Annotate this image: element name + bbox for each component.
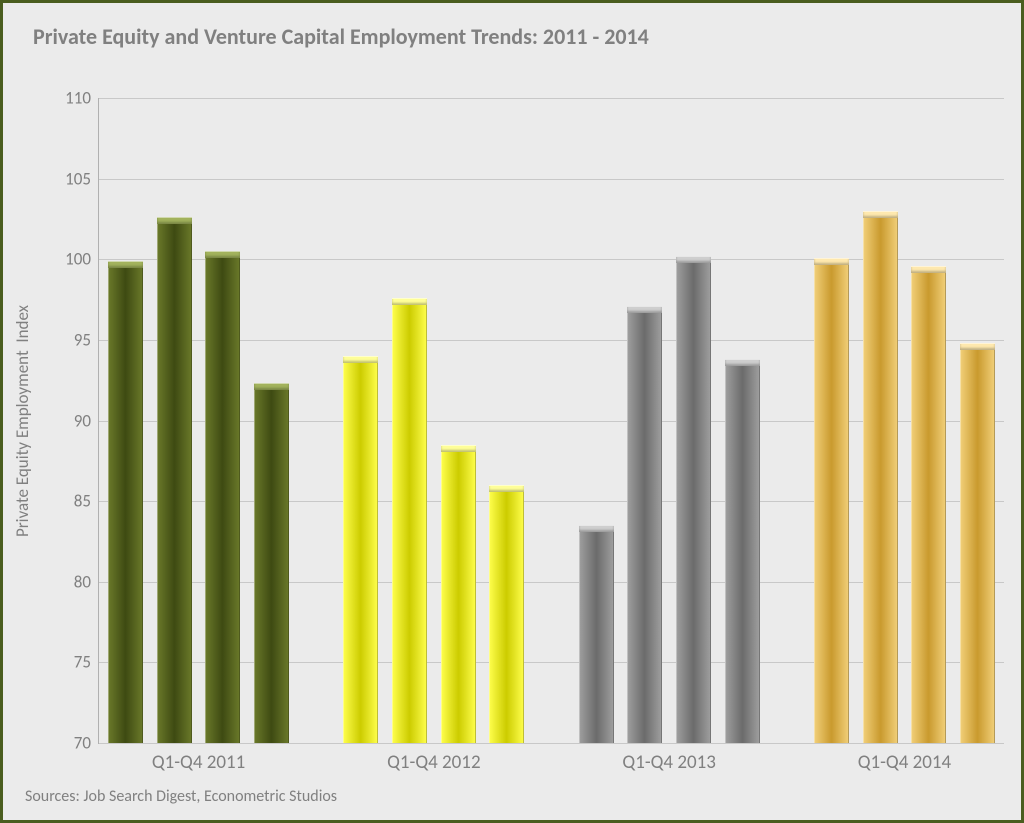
bar xyxy=(814,258,849,743)
y-tick-label: 85 xyxy=(74,491,91,512)
y-tick-label: 95 xyxy=(74,329,91,350)
bar xyxy=(441,445,476,743)
x-group-label: Q1-Q4 2012 xyxy=(387,751,480,774)
bar xyxy=(676,256,711,743)
y-tick-label: 80 xyxy=(74,571,91,592)
y-tick-label: 75 xyxy=(74,652,91,673)
bar xyxy=(205,251,240,743)
gridline xyxy=(99,743,1004,744)
bar xyxy=(489,485,524,743)
plot-area: 707580859095100105110Q1-Q4 2011Q1-Q4 201… xyxy=(98,98,1004,744)
chart-title: Private Equity and Venture Capital Emplo… xyxy=(33,23,649,50)
y-tick-label: 100 xyxy=(65,249,91,270)
bar xyxy=(392,298,427,743)
bar xyxy=(254,383,289,743)
bar xyxy=(863,211,898,743)
gridline xyxy=(99,98,1004,99)
bar xyxy=(911,266,946,743)
bar xyxy=(627,306,662,743)
x-group-label: Q1-Q4 2014 xyxy=(858,751,951,774)
sources-text: Sources: Job Search Digest, Econometric … xyxy=(25,787,337,806)
bar xyxy=(960,343,995,743)
bar xyxy=(579,525,614,743)
bar xyxy=(157,217,192,743)
y-tick-label: 110 xyxy=(65,88,91,109)
x-group-label: Q1-Q4 2011 xyxy=(152,751,245,774)
y-tick-label: 105 xyxy=(65,168,91,189)
chart-frame: Private Equity and Venture Capital Emplo… xyxy=(0,0,1024,823)
y-tick-label: 90 xyxy=(74,410,91,431)
gridline xyxy=(99,179,1004,180)
y-axis-title: Private Equity Employment Index xyxy=(12,304,33,536)
y-tick-label: 70 xyxy=(74,733,91,754)
bar xyxy=(725,359,760,743)
bar xyxy=(108,261,143,743)
bar xyxy=(343,356,378,743)
x-group-label: Q1-Q4 2013 xyxy=(622,751,715,774)
